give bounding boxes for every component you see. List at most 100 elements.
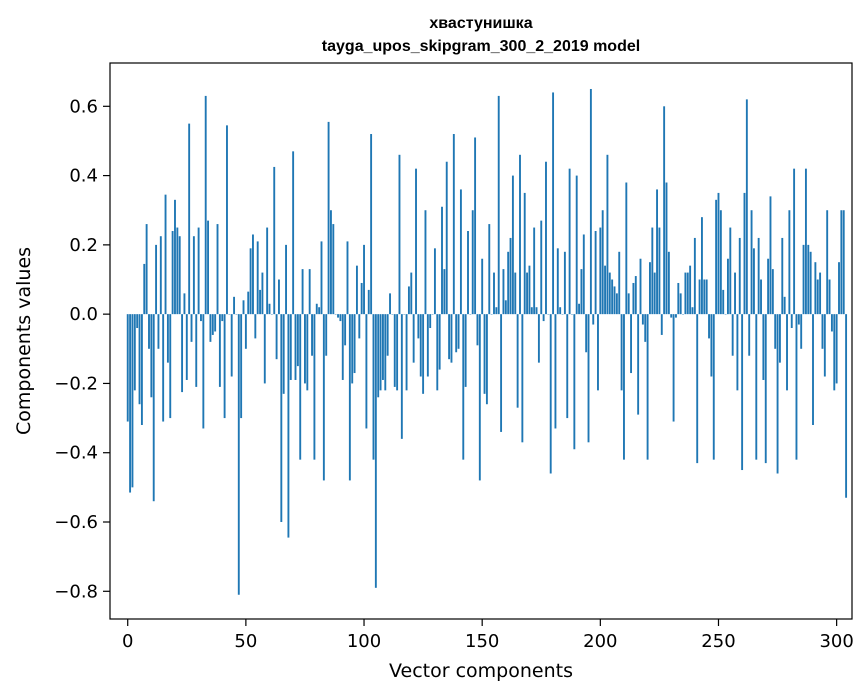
bar-71: [294, 314, 297, 380]
bars-group: [126, 88, 848, 595]
bar-229: [667, 251, 670, 315]
bar-223: [653, 272, 656, 315]
bar-213: [630, 314, 632, 374]
y-tick-label: 0.0: [69, 304, 98, 325]
bar-212: [627, 293, 630, 315]
bar-166: [519, 154, 521, 315]
bar-66: [282, 314, 285, 394]
bar-243: [701, 217, 703, 315]
bar-125: [422, 314, 425, 394]
bar-99: [360, 282, 363, 315]
x-tick-label: 300: [819, 631, 853, 652]
bar-180: [552, 92, 555, 315]
bar-208: [618, 251, 621, 315]
bar-29: [195, 314, 198, 387]
bar-32: [202, 314, 205, 429]
bar-289: [809, 251, 812, 315]
bar-158: [500, 314, 503, 432]
bar-122: [415, 168, 417, 315]
bar-239: [691, 307, 694, 315]
chart-subtitle: tayga_upos_skipgram_300_2_2019 model: [322, 38, 640, 55]
bar-79: [313, 314, 316, 460]
bar-13: [157, 314, 160, 349]
bar-11: [152, 314, 155, 502]
bar-116: [400, 314, 403, 439]
bar-144: [467, 231, 469, 315]
bar-191: [578, 303, 581, 315]
bar-130: [433, 248, 436, 315]
bar-192: [580, 269, 583, 315]
bar-294: [821, 314, 824, 349]
bar-216: [637, 314, 640, 415]
bar-272: [769, 196, 772, 315]
bar-275: [776, 314, 779, 474]
bar-258: [736, 314, 739, 391]
bar-118: [405, 314, 408, 391]
bar-295: [823, 314, 826, 377]
bar-70: [292, 151, 295, 315]
bar-14: [159, 236, 162, 315]
bar-54: [254, 314, 257, 339]
bar-197: [592, 314, 595, 325]
bar-124: [419, 314, 422, 377]
bar-9: [148, 314, 150, 349]
bar-146: [471, 210, 474, 315]
bar-225: [658, 227, 661, 315]
bar-25: [185, 314, 188, 380]
bar-211: [625, 182, 628, 315]
bar-62: [273, 166, 276, 315]
bar-16: [164, 194, 167, 315]
bar-23: [181, 314, 184, 393]
bar-58: [263, 314, 266, 384]
bar-267: [757, 237, 760, 315]
bar-92: [344, 314, 347, 346]
bar-291: [814, 262, 817, 315]
bar-83: [322, 314, 325, 481]
bar-231: [672, 314, 675, 422]
bar-174: [537, 314, 540, 363]
bar-224: [656, 189, 658, 315]
bar-128: [429, 314, 432, 329]
bar-104: [372, 314, 375, 460]
bar-4: [136, 314, 139, 329]
bar-17: [166, 314, 169, 363]
x-axis: 0 50 100 150 200 250 300: [122, 619, 854, 652]
bar-201: [601, 210, 604, 315]
bar-276: [778, 314, 781, 363]
bar-91: [341, 314, 344, 380]
bar-156: [495, 307, 498, 315]
bar-240: [693, 237, 696, 315]
bar-137: [450, 314, 453, 363]
bar-94: [348, 314, 351, 481]
bar-136: [448, 314, 451, 360]
bar-170: [528, 265, 531, 315]
bar-217: [639, 258, 642, 315]
bar-110: [386, 314, 389, 356]
bar-189: [573, 314, 576, 450]
bar-27: [190, 314, 193, 342]
bar-257: [734, 272, 736, 315]
bar-259: [738, 237, 741, 315]
bar-280: [788, 210, 791, 315]
bar-172: [533, 227, 536, 315]
bar-121: [412, 314, 415, 363]
bar-265: [752, 248, 755, 315]
bar-221: [649, 262, 651, 315]
y-tick-label: −0.2: [54, 373, 98, 394]
bar-167: [521, 314, 524, 443]
y-tick-label: −0.4: [54, 443, 98, 464]
bar-78: [311, 314, 313, 356]
plot-frame: [109, 62, 853, 620]
bar-198: [594, 231, 597, 315]
bar-6: [140, 314, 143, 425]
bar-45: [233, 296, 236, 315]
bar-250: [717, 192, 720, 315]
bar-219: [644, 314, 647, 342]
bar-246: [708, 314, 710, 339]
bar-114: [396, 314, 399, 391]
bar-15: [162, 314, 165, 422]
bar-93: [346, 241, 349, 315]
bar-298: [830, 314, 833, 332]
bar-127: [426, 314, 429, 377]
